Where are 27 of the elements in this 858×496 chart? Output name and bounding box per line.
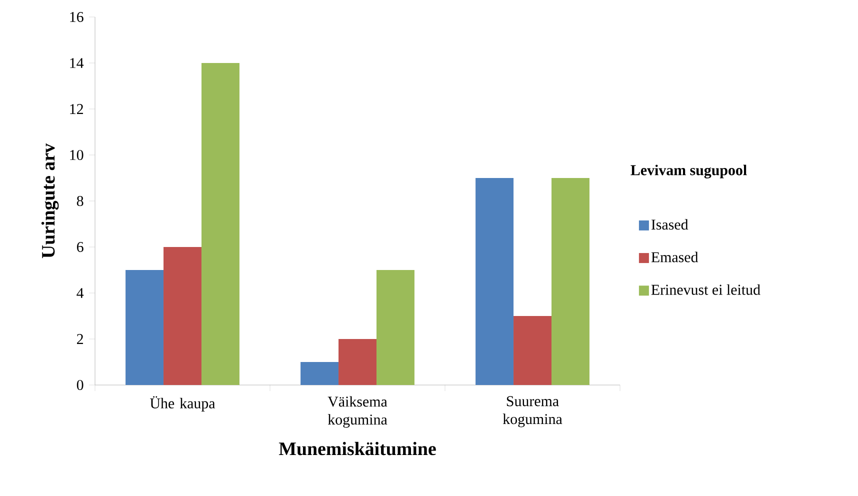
y-tick-label: 12 (70, 104, 83, 114)
x-tick-label: Väiksema kogumina (328, 396, 388, 428)
y-tick-label: 16 (70, 12, 84, 22)
y-tick-label: 8 (76, 196, 84, 206)
y-tick-label: 0 (76, 380, 84, 390)
legend-label: Erinevust ei leitud (651, 284, 760, 295)
y-tick-label: 2 (77, 334, 83, 344)
x-tick-label: Suurema kogumina (502, 396, 562, 428)
x-axis-title: Munemiskäitumine (278, 442, 436, 456)
legend-title: Levivam sugupool (630, 164, 747, 178)
y-tick-label: 14 (70, 58, 84, 68)
y-tick-label: 6 (76, 242, 84, 252)
bar (126, 270, 164, 385)
y-axis-title: Uuringute arv (41, 143, 59, 258)
y-tick-label: 10 (70, 150, 84, 160)
bar (201, 62, 240, 385)
bar (338, 339, 376, 385)
legend-label: Isased (651, 219, 688, 230)
bar (376, 270, 414, 385)
bar (300, 362, 339, 385)
x-tick-label: Ühe kaupa (150, 396, 216, 412)
bar (514, 316, 552, 385)
y-tick-label: 4 (76, 288, 84, 298)
bar (476, 178, 514, 385)
bar (551, 178, 590, 385)
legend-label: Emased (651, 252, 698, 262)
bar (164, 247, 202, 385)
